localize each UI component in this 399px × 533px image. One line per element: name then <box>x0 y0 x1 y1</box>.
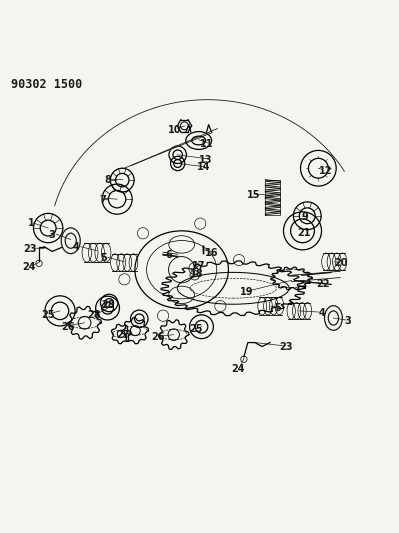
Text: 5: 5 <box>100 253 107 263</box>
Text: 24: 24 <box>231 364 245 374</box>
Text: 28: 28 <box>88 310 101 320</box>
Text: 26: 26 <box>151 332 165 342</box>
Text: 19: 19 <box>239 287 253 297</box>
Text: 25: 25 <box>41 310 55 320</box>
Text: 18: 18 <box>190 269 203 279</box>
Text: 4: 4 <box>318 308 325 318</box>
Text: 28: 28 <box>101 300 115 310</box>
Text: 3: 3 <box>345 316 352 326</box>
Text: 21: 21 <box>298 228 311 238</box>
Text: 22: 22 <box>316 279 330 289</box>
Text: 1: 1 <box>28 218 34 228</box>
Text: 4: 4 <box>73 243 79 253</box>
Text: 14: 14 <box>197 163 210 173</box>
Text: 23: 23 <box>279 342 292 352</box>
Text: 15: 15 <box>247 190 261 200</box>
Text: 90302 1500: 90302 1500 <box>11 78 83 91</box>
Text: 13: 13 <box>199 155 212 165</box>
Text: 8: 8 <box>104 175 111 185</box>
Text: 12: 12 <box>319 166 332 175</box>
Text: 24: 24 <box>22 262 36 271</box>
Text: 23: 23 <box>23 244 37 254</box>
Text: 5: 5 <box>275 303 281 313</box>
Text: 26: 26 <box>61 322 75 332</box>
Text: 27: 27 <box>117 329 130 340</box>
Text: 16: 16 <box>205 248 218 257</box>
Text: 6: 6 <box>165 251 172 261</box>
Text: 7: 7 <box>99 195 106 205</box>
Text: 25: 25 <box>190 324 203 334</box>
Text: 11: 11 <box>200 140 213 149</box>
Text: 3: 3 <box>49 230 55 240</box>
Text: 9: 9 <box>301 212 308 222</box>
Text: 20: 20 <box>335 259 348 268</box>
Text: 10: 10 <box>168 125 182 135</box>
Text: 17: 17 <box>192 261 205 271</box>
